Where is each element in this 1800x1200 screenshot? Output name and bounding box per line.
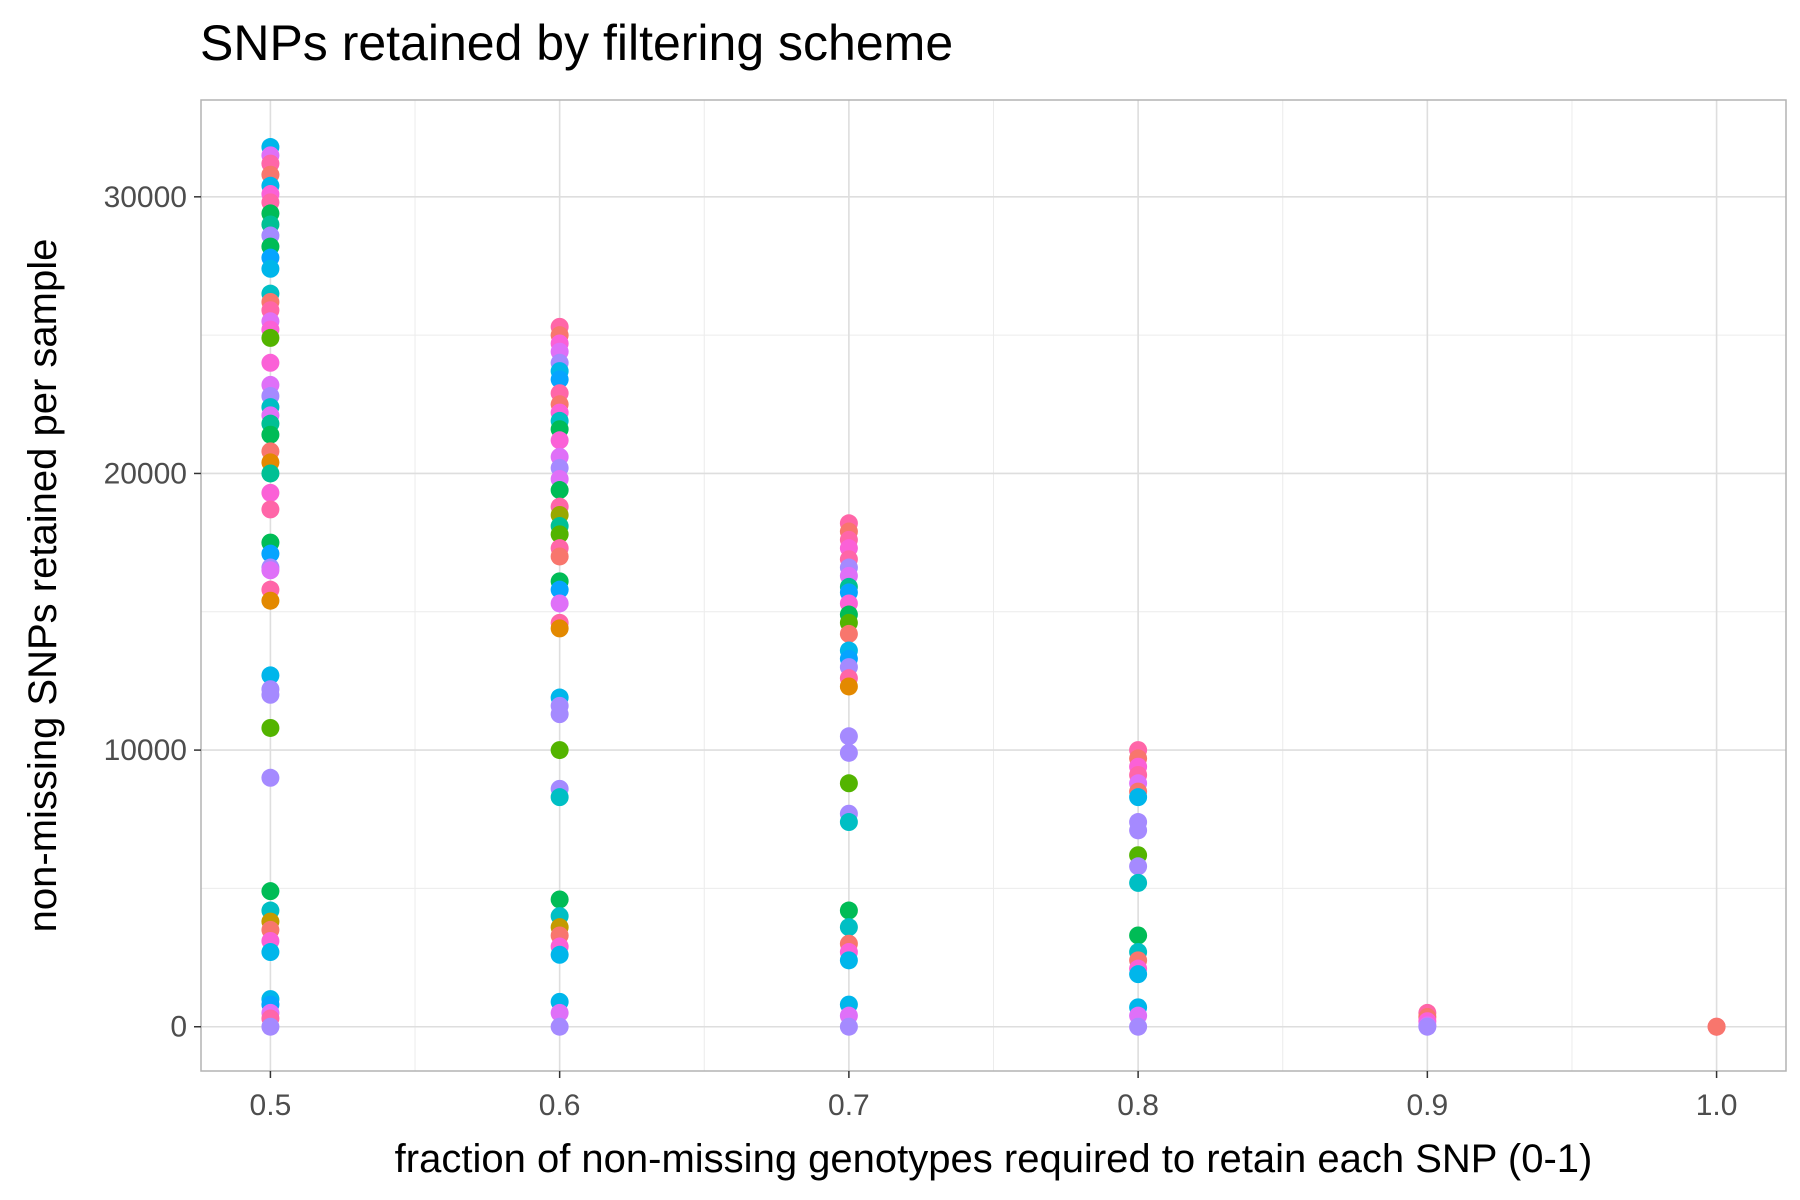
data-point <box>1129 926 1148 945</box>
data-point <box>839 624 858 643</box>
data-point <box>1129 965 1148 984</box>
y-tick-label: 30000 <box>104 181 187 214</box>
data-point <box>839 901 858 920</box>
data-point <box>550 431 569 450</box>
data-point <box>839 774 858 793</box>
data-points <box>261 138 1726 1036</box>
minor-gridlines <box>201 100 1786 1071</box>
data-point <box>550 525 569 544</box>
data-point <box>261 500 280 519</box>
data-point <box>550 741 569 760</box>
data-point <box>261 685 280 704</box>
data-point <box>1129 821 1148 840</box>
data-point <box>261 353 280 372</box>
data-point <box>550 1003 569 1022</box>
data-point <box>1129 1017 1148 1036</box>
data-point <box>550 619 569 638</box>
data-point <box>261 483 280 502</box>
data-point <box>839 951 858 970</box>
data-point <box>550 890 569 909</box>
data-point <box>261 328 280 347</box>
x-tick-label: 0.9 <box>1406 1089 1448 1122</box>
data-point <box>550 580 569 599</box>
chart-title: SNPs retained by filtering scheme <box>200 15 954 71</box>
data-point <box>550 594 569 613</box>
x-tick-label: 0.8 <box>1117 1089 1159 1122</box>
data-point <box>1129 873 1148 892</box>
data-point <box>550 788 569 807</box>
data-point <box>261 425 280 444</box>
data-point <box>1129 788 1148 807</box>
data-point <box>261 591 280 610</box>
data-point <box>550 1017 569 1036</box>
data-point <box>1129 857 1148 876</box>
data-point <box>550 481 569 500</box>
data-point <box>261 882 280 901</box>
x-axis-ticks: 0.5 0.6 0.7 0.8 0.9 1.0 <box>250 1071 1738 1122</box>
data-point <box>261 259 280 278</box>
x-tick-label: 1.0 <box>1696 1089 1738 1122</box>
data-point <box>1418 1017 1437 1036</box>
data-point <box>839 918 858 937</box>
data-point <box>1707 1017 1726 1036</box>
y-axis-title: non-missing SNPs retained per sample <box>21 239 65 933</box>
y-tick-label: 20000 <box>104 457 187 490</box>
data-point <box>839 743 858 762</box>
y-tick-label: 10000 <box>104 734 187 767</box>
y-tick-label: 0 <box>170 1011 187 1044</box>
data-point <box>839 813 858 832</box>
x-tick-label: 0.7 <box>828 1089 870 1122</box>
data-point <box>261 943 280 962</box>
data-point <box>839 1017 858 1036</box>
x-axis-title: fraction of non-missing genotypes requir… <box>395 1137 1593 1181</box>
data-point <box>550 370 569 389</box>
data-point <box>261 544 280 563</box>
x-tick-label: 0.5 <box>250 1089 292 1122</box>
data-point <box>261 464 280 483</box>
data-point <box>839 677 858 696</box>
data-point <box>261 718 280 737</box>
data-point <box>261 1017 280 1036</box>
panel-border <box>200 99 1787 1072</box>
x-tick-label: 0.6 <box>539 1089 581 1122</box>
data-point <box>550 945 569 964</box>
data-point <box>261 768 280 787</box>
data-point <box>550 705 569 724</box>
data-point <box>261 561 280 580</box>
y-axis-ticks: 0 10000 20000 30000 <box>104 181 201 1044</box>
data-point <box>550 547 569 566</box>
data-point <box>839 727 858 746</box>
data-point <box>261 666 280 685</box>
